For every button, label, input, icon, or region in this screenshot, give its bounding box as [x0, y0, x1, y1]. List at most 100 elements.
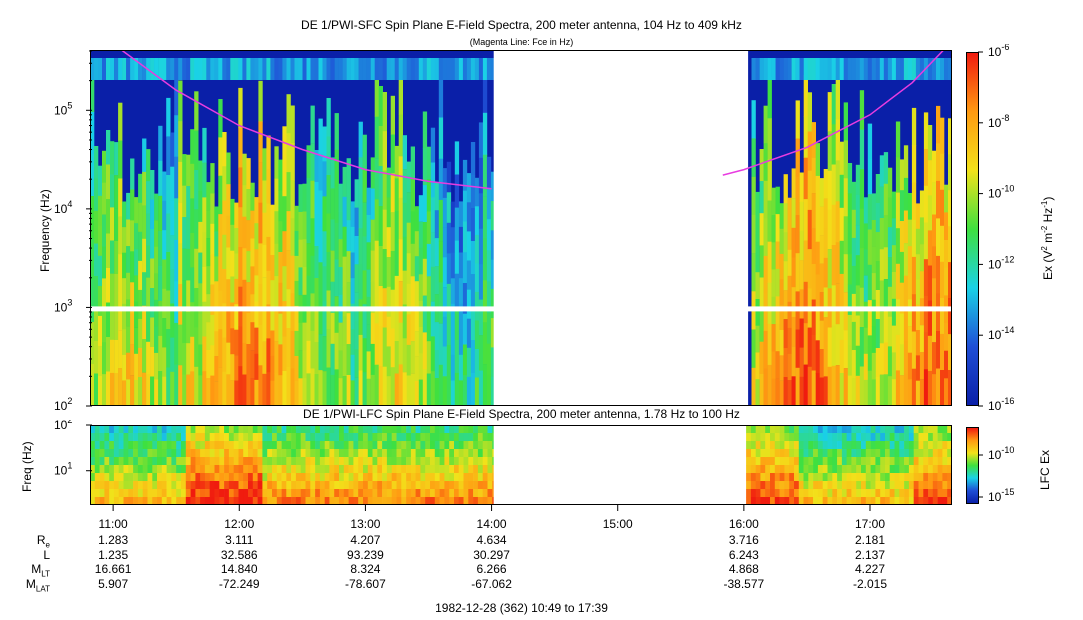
sfc-cell — [783, 261, 788, 291]
lfc-cell — [454, 457, 460, 466]
sfc-cell — [474, 234, 480, 264]
sfc-cell — [775, 58, 780, 80]
sfc-cell — [326, 329, 331, 368]
lfc-cell — [794, 481, 800, 490]
sfc-cell — [318, 298, 323, 335]
sfc-cell — [835, 78, 840, 120]
lfc-cell — [195, 481, 201, 490]
lfc-cell — [339, 425, 345, 434]
sfc-cell — [775, 241, 780, 270]
lfc-cell — [774, 433, 780, 442]
lfc-cell — [329, 489, 335, 498]
sfc-cell — [150, 229, 155, 259]
sfc-cell — [330, 219, 335, 251]
lfc-cell — [425, 481, 431, 490]
lfc-cell — [482, 497, 488, 505]
lfc-cell — [358, 473, 364, 482]
lfc-cell — [181, 449, 187, 458]
lfc-cell — [147, 449, 153, 458]
lfc-cell — [468, 497, 474, 505]
lfc-cell — [444, 441, 450, 450]
lfc-cell — [286, 425, 292, 434]
lfc-cell — [319, 425, 325, 434]
lfc-cell — [846, 433, 852, 442]
lfc-cell — [353, 433, 359, 442]
lfc-cell — [468, 465, 474, 474]
sfc-cell — [194, 327, 199, 367]
lfc-cell — [157, 465, 163, 474]
lfc-cell — [908, 489, 914, 498]
lfc-cell — [133, 497, 139, 505]
sfc-cell — [358, 370, 363, 406]
ephem-row-label: MLAT — [25, 576, 50, 593]
lfc-cell — [937, 425, 943, 434]
lfc-cell — [267, 481, 273, 490]
sfc-cell — [927, 370, 933, 406]
lfc-cell — [861, 465, 867, 474]
sfc-cell — [110, 58, 115, 80]
lfc-cell — [391, 441, 397, 450]
sfc-cell — [242, 311, 247, 344]
sfc-cell — [855, 58, 861, 80]
lfc-cell — [803, 489, 809, 498]
lfc-cell — [204, 465, 210, 474]
lfc-cell — [142, 425, 148, 434]
lfc-cell — [281, 497, 287, 505]
sfc-cell — [923, 295, 929, 333]
lfc-cell — [913, 441, 919, 450]
lfc-cell — [789, 449, 795, 458]
sfc-cell — [110, 174, 115, 208]
sfc-cell — [126, 58, 131, 80]
sfc-cell — [134, 301, 139, 328]
lfc-cell — [324, 497, 330, 505]
lfc-cell — [147, 497, 153, 505]
lfc-cell — [291, 481, 297, 490]
lfc-cell — [185, 449, 191, 458]
sfc-cell — [932, 374, 937, 406]
lfc-cell — [185, 465, 191, 474]
sfc-cell — [839, 373, 844, 406]
lfc-cell — [784, 425, 790, 434]
lfc-cell — [166, 433, 172, 442]
sfc-cell — [190, 336, 195, 372]
lfc-cell — [118, 489, 124, 498]
sfc-cell — [430, 197, 436, 233]
lfc-cell — [166, 441, 172, 450]
lfc-cell — [908, 465, 914, 474]
lfc-cell — [430, 497, 436, 505]
lfc-cell — [367, 433, 373, 442]
lfc-cell — [932, 465, 938, 474]
lfc-cell — [195, 473, 201, 482]
sfc-cell — [871, 379, 877, 406]
sfc-cell — [270, 355, 275, 382]
lfc-cell — [195, 441, 201, 450]
sfc-cell — [102, 374, 107, 406]
lfc-cell — [439, 481, 445, 490]
lfc-cell — [276, 449, 282, 458]
lfc-cell — [161, 481, 167, 490]
lfc-cell — [147, 433, 153, 442]
sfc-cell — [306, 308, 311, 342]
lfc-cell — [415, 457, 421, 466]
sfc-cell — [238, 366, 243, 406]
sfc-cell — [831, 164, 836, 205]
lfc-cell — [410, 473, 416, 482]
lfc-cell — [300, 465, 306, 474]
sfc-cell — [883, 58, 889, 80]
lfc-cell — [894, 425, 900, 434]
lfc-cell — [367, 497, 373, 505]
sfc-cell — [382, 249, 387, 289]
sfc-cell — [936, 293, 941, 332]
sfc-cell — [815, 307, 820, 341]
sfc-cell — [102, 278, 107, 311]
lfc-cell — [147, 441, 153, 450]
lfc-cell — [233, 465, 239, 474]
sfc-cell — [402, 270, 407, 305]
sfc-title: DE 1/PWI-SFC Spin Plane E-Field Spectra,… — [301, 18, 742, 32]
lfc-cell — [243, 457, 249, 466]
lfc-cell — [171, 497, 177, 505]
sfc-cell — [246, 282, 251, 314]
lfc-cell — [803, 433, 809, 442]
lfc-cell — [822, 481, 828, 490]
lfc-cell — [904, 433, 910, 442]
